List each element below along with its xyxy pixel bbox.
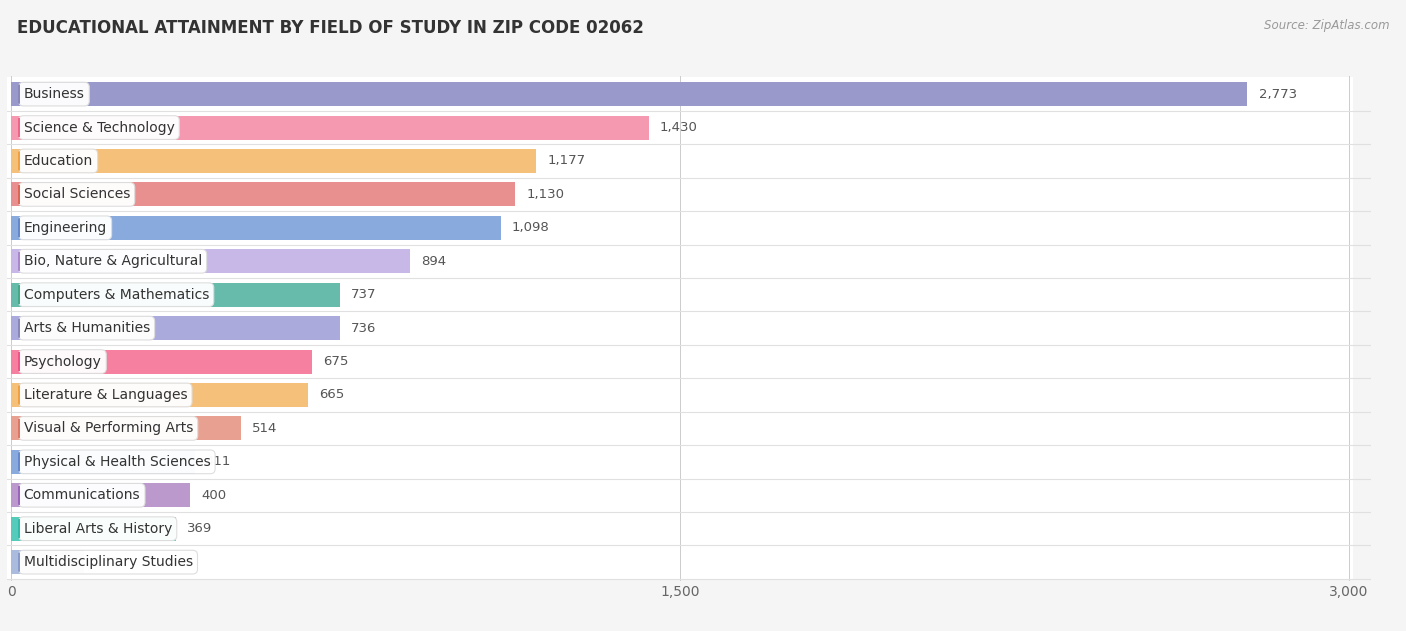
Text: 675: 675 <box>323 355 349 368</box>
Text: 411: 411 <box>205 456 231 468</box>
Text: Engineering: Engineering <box>24 221 107 235</box>
Text: Science & Technology: Science & Technology <box>24 121 174 134</box>
Text: EDUCATIONAL ATTAINMENT BY FIELD OF STUDY IN ZIP CODE 02062: EDUCATIONAL ATTAINMENT BY FIELD OF STUDY… <box>17 19 644 37</box>
FancyBboxPatch shape <box>7 411 1353 445</box>
Text: 369: 369 <box>187 522 212 535</box>
FancyBboxPatch shape <box>11 182 515 206</box>
Text: 1,430: 1,430 <box>659 121 697 134</box>
FancyBboxPatch shape <box>11 450 194 474</box>
Text: Education: Education <box>24 154 93 168</box>
Text: Literature & Languages: Literature & Languages <box>24 388 187 402</box>
Text: Social Sciences: Social Sciences <box>24 187 129 201</box>
Text: Business: Business <box>24 87 84 101</box>
FancyBboxPatch shape <box>7 245 1353 278</box>
FancyBboxPatch shape <box>7 144 1353 178</box>
FancyBboxPatch shape <box>11 115 648 139</box>
Text: Visual & Performing Arts: Visual & Performing Arts <box>24 422 193 435</box>
FancyBboxPatch shape <box>7 478 1353 512</box>
Text: 2,773: 2,773 <box>1258 88 1296 100</box>
Text: 737: 737 <box>352 288 377 301</box>
FancyBboxPatch shape <box>11 383 308 407</box>
Text: 894: 894 <box>420 255 446 268</box>
FancyBboxPatch shape <box>11 483 190 507</box>
Text: 1,130: 1,130 <box>526 188 564 201</box>
FancyBboxPatch shape <box>7 312 1353 345</box>
Text: Multidisciplinary Studies: Multidisciplinary Studies <box>24 555 193 569</box>
Text: Liberal Arts & History: Liberal Arts & History <box>24 522 172 536</box>
Text: Source: ZipAtlas.com: Source: ZipAtlas.com <box>1264 19 1389 32</box>
Text: 665: 665 <box>319 389 344 401</box>
Text: 400: 400 <box>201 489 226 502</box>
FancyBboxPatch shape <box>11 316 339 340</box>
Text: 514: 514 <box>252 422 277 435</box>
FancyBboxPatch shape <box>11 149 536 173</box>
FancyBboxPatch shape <box>11 416 240 440</box>
FancyBboxPatch shape <box>11 550 84 574</box>
FancyBboxPatch shape <box>7 178 1353 211</box>
FancyBboxPatch shape <box>7 211 1353 245</box>
FancyBboxPatch shape <box>7 78 1353 111</box>
Text: Computers & Mathematics: Computers & Mathematics <box>24 288 209 302</box>
FancyBboxPatch shape <box>7 278 1353 312</box>
Text: 736: 736 <box>350 322 375 334</box>
FancyBboxPatch shape <box>11 249 411 273</box>
Text: Arts & Humanities: Arts & Humanities <box>24 321 150 335</box>
FancyBboxPatch shape <box>11 82 1247 106</box>
FancyBboxPatch shape <box>7 378 1353 411</box>
FancyBboxPatch shape <box>7 111 1353 144</box>
Text: Communications: Communications <box>24 488 141 502</box>
FancyBboxPatch shape <box>11 216 501 240</box>
Text: 1,098: 1,098 <box>512 221 550 234</box>
Text: 1,177: 1,177 <box>547 155 585 167</box>
FancyBboxPatch shape <box>11 350 312 374</box>
Text: 162: 162 <box>94 556 120 569</box>
FancyBboxPatch shape <box>7 445 1353 478</box>
FancyBboxPatch shape <box>11 517 176 541</box>
Text: Bio, Nature & Agricultural: Bio, Nature & Agricultural <box>24 254 202 268</box>
FancyBboxPatch shape <box>7 345 1353 378</box>
FancyBboxPatch shape <box>11 283 340 307</box>
Text: Physical & Health Sciences: Physical & Health Sciences <box>24 455 211 469</box>
FancyBboxPatch shape <box>7 545 1353 579</box>
FancyBboxPatch shape <box>7 512 1353 545</box>
Text: Psychology: Psychology <box>24 355 101 369</box>
